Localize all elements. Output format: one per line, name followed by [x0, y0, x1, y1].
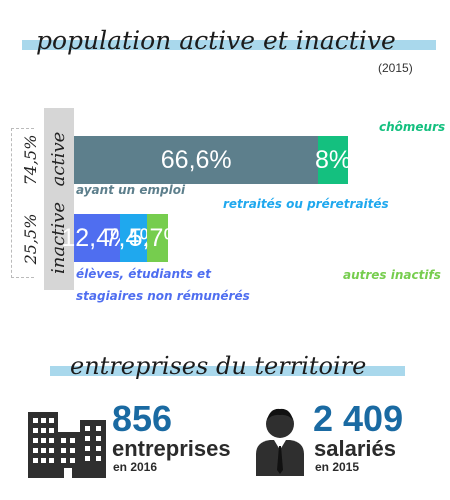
active-label: active [48, 131, 69, 187]
employees-label: salariés [314, 436, 396, 461]
side-bar [44, 108, 74, 290]
label-retired: retraités ou préretraités [223, 197, 389, 211]
companies-number: 856 [112, 398, 173, 439]
bar-retired: 7,4% [105, 214, 162, 262]
bar-other-inactive: 5,7% [129, 214, 186, 262]
companies-year: en 2016 [113, 460, 158, 474]
companies-label: entreprises [112, 436, 231, 461]
label-other-inactive: autres inactifs [343, 268, 441, 282]
bar-value-other-inactive: 5,7% [128, 223, 186, 252]
employees-number: 2 409 [313, 398, 404, 439]
section-title-highlight [50, 366, 405, 376]
buildings-icon [28, 412, 106, 478]
section-title: entreprises du territoire [70, 352, 367, 380]
year-label: (2015) [378, 61, 413, 75]
bar-employed: 66,6% [74, 136, 319, 184]
bar-unemployed: 8% [315, 136, 351, 184]
page-title: population active et inactive [36, 26, 396, 55]
label-employed: ayant un emploi [76, 183, 186, 197]
employees-year: en 2015 [315, 460, 360, 474]
share-bracket [11, 128, 34, 278]
bar-value-employed: 66,6% [160, 145, 232, 174]
inactive-share: 25,5% [21, 213, 40, 265]
label-unemployed: chômeurs [379, 120, 446, 134]
bar-value-unemployed: 8% [315, 145, 352, 174]
active-share: 74,5% [21, 134, 40, 186]
employee-icon [256, 408, 304, 476]
title-highlight [22, 40, 436, 50]
label-students: élèves, étudiants et stagiaires non rému… [76, 267, 250, 303]
